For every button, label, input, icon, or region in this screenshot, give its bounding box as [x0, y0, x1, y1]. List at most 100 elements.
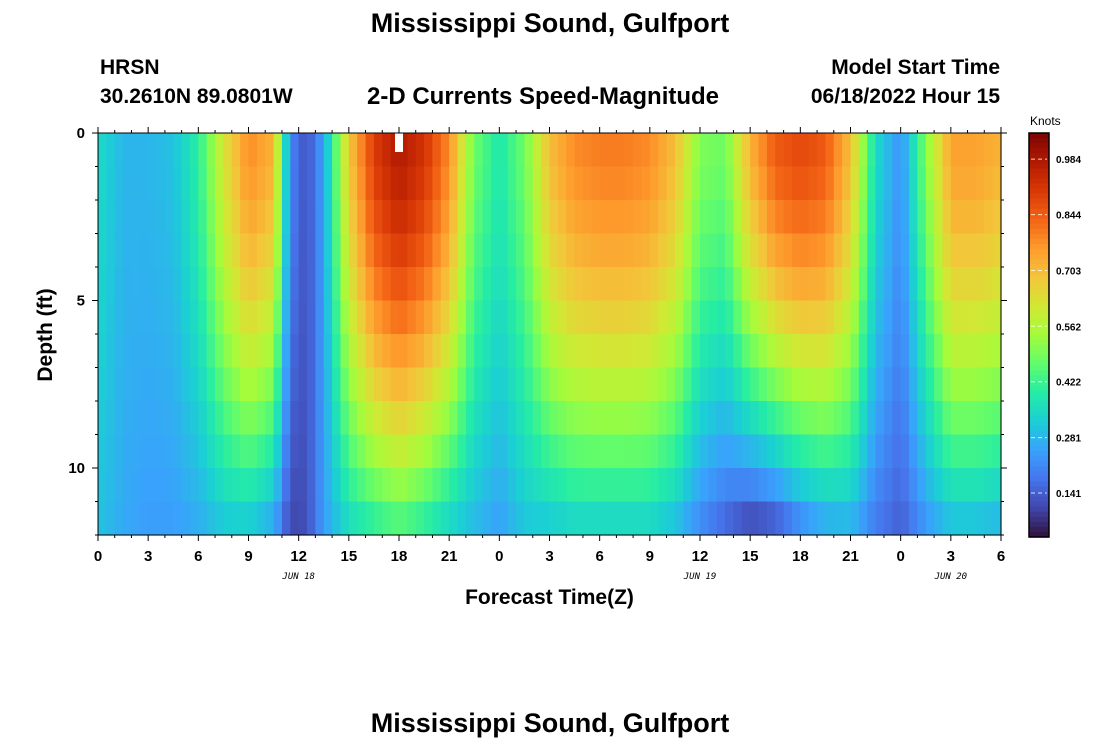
heatmap-cell [549, 367, 559, 402]
heatmap-cell [240, 166, 250, 201]
heatmap-cell [825, 434, 835, 469]
heatmap-cell [950, 401, 960, 436]
heatmap-cell [574, 267, 584, 302]
heatmap-cell [424, 133, 434, 168]
heatmap-cell [114, 133, 124, 168]
heatmap-cell [716, 401, 726, 436]
heatmap-cell [917, 300, 927, 335]
heatmap-cell [265, 166, 275, 201]
heatmap-cell [156, 166, 166, 201]
heatmap-cell [256, 233, 266, 268]
heatmap-cell [591, 200, 601, 235]
colorbar-band [1029, 299, 1049, 306]
heatmap-cell [248, 501, 258, 536]
heatmap-cell [298, 501, 308, 536]
heatmap-cell [900, 233, 910, 268]
heatmap-cell [465, 200, 475, 235]
heatmap-cell [984, 434, 994, 469]
heatmap-cell [281, 133, 291, 168]
heatmap-cell [842, 166, 852, 201]
heatmap-cell [842, 133, 852, 168]
heatmap-cell [950, 233, 960, 268]
heatmap-cell [975, 468, 985, 503]
heatmap-cell [465, 233, 475, 268]
heatmap-cell [967, 300, 977, 335]
colorbar-band [1029, 178, 1049, 185]
heatmap-cell [407, 367, 417, 402]
heatmap-cell [708, 468, 718, 503]
heatmap-cell [532, 133, 542, 168]
heatmap-cell [449, 133, 459, 168]
heatmap-cell [474, 468, 484, 503]
heatmap-cell [992, 468, 1002, 503]
heatmap-cell [833, 166, 843, 201]
heatmap-cell [909, 334, 918, 369]
heatmap-cell [256, 468, 266, 503]
heatmap-cell [883, 267, 893, 302]
heatmap-cell [934, 300, 944, 335]
heatmap-cell [382, 267, 392, 302]
colorbar-tick-label: 0.984 [1056, 155, 1081, 166]
colorbar-band [1029, 254, 1049, 260]
heatmap-cell [307, 166, 316, 201]
heatmap-cell [373, 401, 383, 436]
heatmap-cell [674, 401, 684, 436]
heatmap-cell [415, 166, 425, 201]
heatmap-cell [817, 367, 827, 402]
colorbar-band [1029, 456, 1049, 462]
heatmap-cell [507, 233, 517, 268]
heatmap-cell [457, 166, 467, 201]
heatmap-cell [123, 434, 133, 469]
heatmap-cell [875, 434, 885, 469]
heatmap-cell [298, 434, 308, 469]
heatmap-cell [307, 501, 316, 536]
heatmap-cell [683, 300, 693, 335]
heatmap-cell [390, 501, 400, 536]
heatmap-cell [265, 267, 275, 302]
heatmap-cell [674, 300, 684, 335]
heatmap-cell [432, 468, 442, 503]
colorbar-band [1029, 506, 1049, 513]
colorbar-band [1029, 441, 1049, 447]
heatmap-cell [741, 367, 751, 402]
heatmap-cell [474, 401, 484, 436]
heatmap-cell [925, 334, 935, 369]
heatmap-cell [357, 233, 367, 268]
heatmap-cell [365, 468, 375, 503]
heatmap-cell [909, 434, 918, 469]
heatmap-cell [532, 501, 542, 536]
heatmap-cell [465, 367, 475, 402]
heatmap-cell [674, 334, 684, 369]
heatmap-cell [909, 367, 918, 402]
heatmap-cell [298, 401, 308, 436]
heatmap-cell [850, 200, 860, 235]
heatmap-cell [340, 468, 350, 503]
heatmap-cell [407, 200, 417, 235]
heatmap-cell [599, 233, 609, 268]
colorbar-band [1029, 390, 1049, 397]
heatmap-cell [633, 501, 643, 536]
heatmap-cell [315, 367, 325, 402]
heatmap-cell [758, 166, 768, 201]
heatmap-cell [181, 166, 191, 201]
heatmap-cell [415, 434, 425, 469]
heatmap-cell [348, 401, 358, 436]
heatmap-cell [215, 300, 225, 335]
heatmap-cell [549, 166, 559, 201]
heatmap-cell [766, 468, 776, 503]
heatmap-cell [524, 434, 534, 469]
heatmap-cell [541, 300, 551, 335]
heatmap-cell [156, 133, 166, 168]
heatmap-cell [783, 300, 793, 335]
heatmap-cell [574, 233, 584, 268]
x-tick-label: 15 [340, 548, 357, 565]
heatmap-cell [741, 233, 751, 268]
heatmap-cell [591, 334, 601, 369]
colorbar-band [1029, 218, 1049, 225]
heatmap-cell [315, 401, 325, 436]
heatmap-cell [783, 267, 793, 302]
heatmap-cell [608, 468, 617, 503]
heatmap-cell [332, 401, 342, 436]
heatmap-cell [198, 501, 208, 536]
heatmap-cell [557, 200, 567, 235]
